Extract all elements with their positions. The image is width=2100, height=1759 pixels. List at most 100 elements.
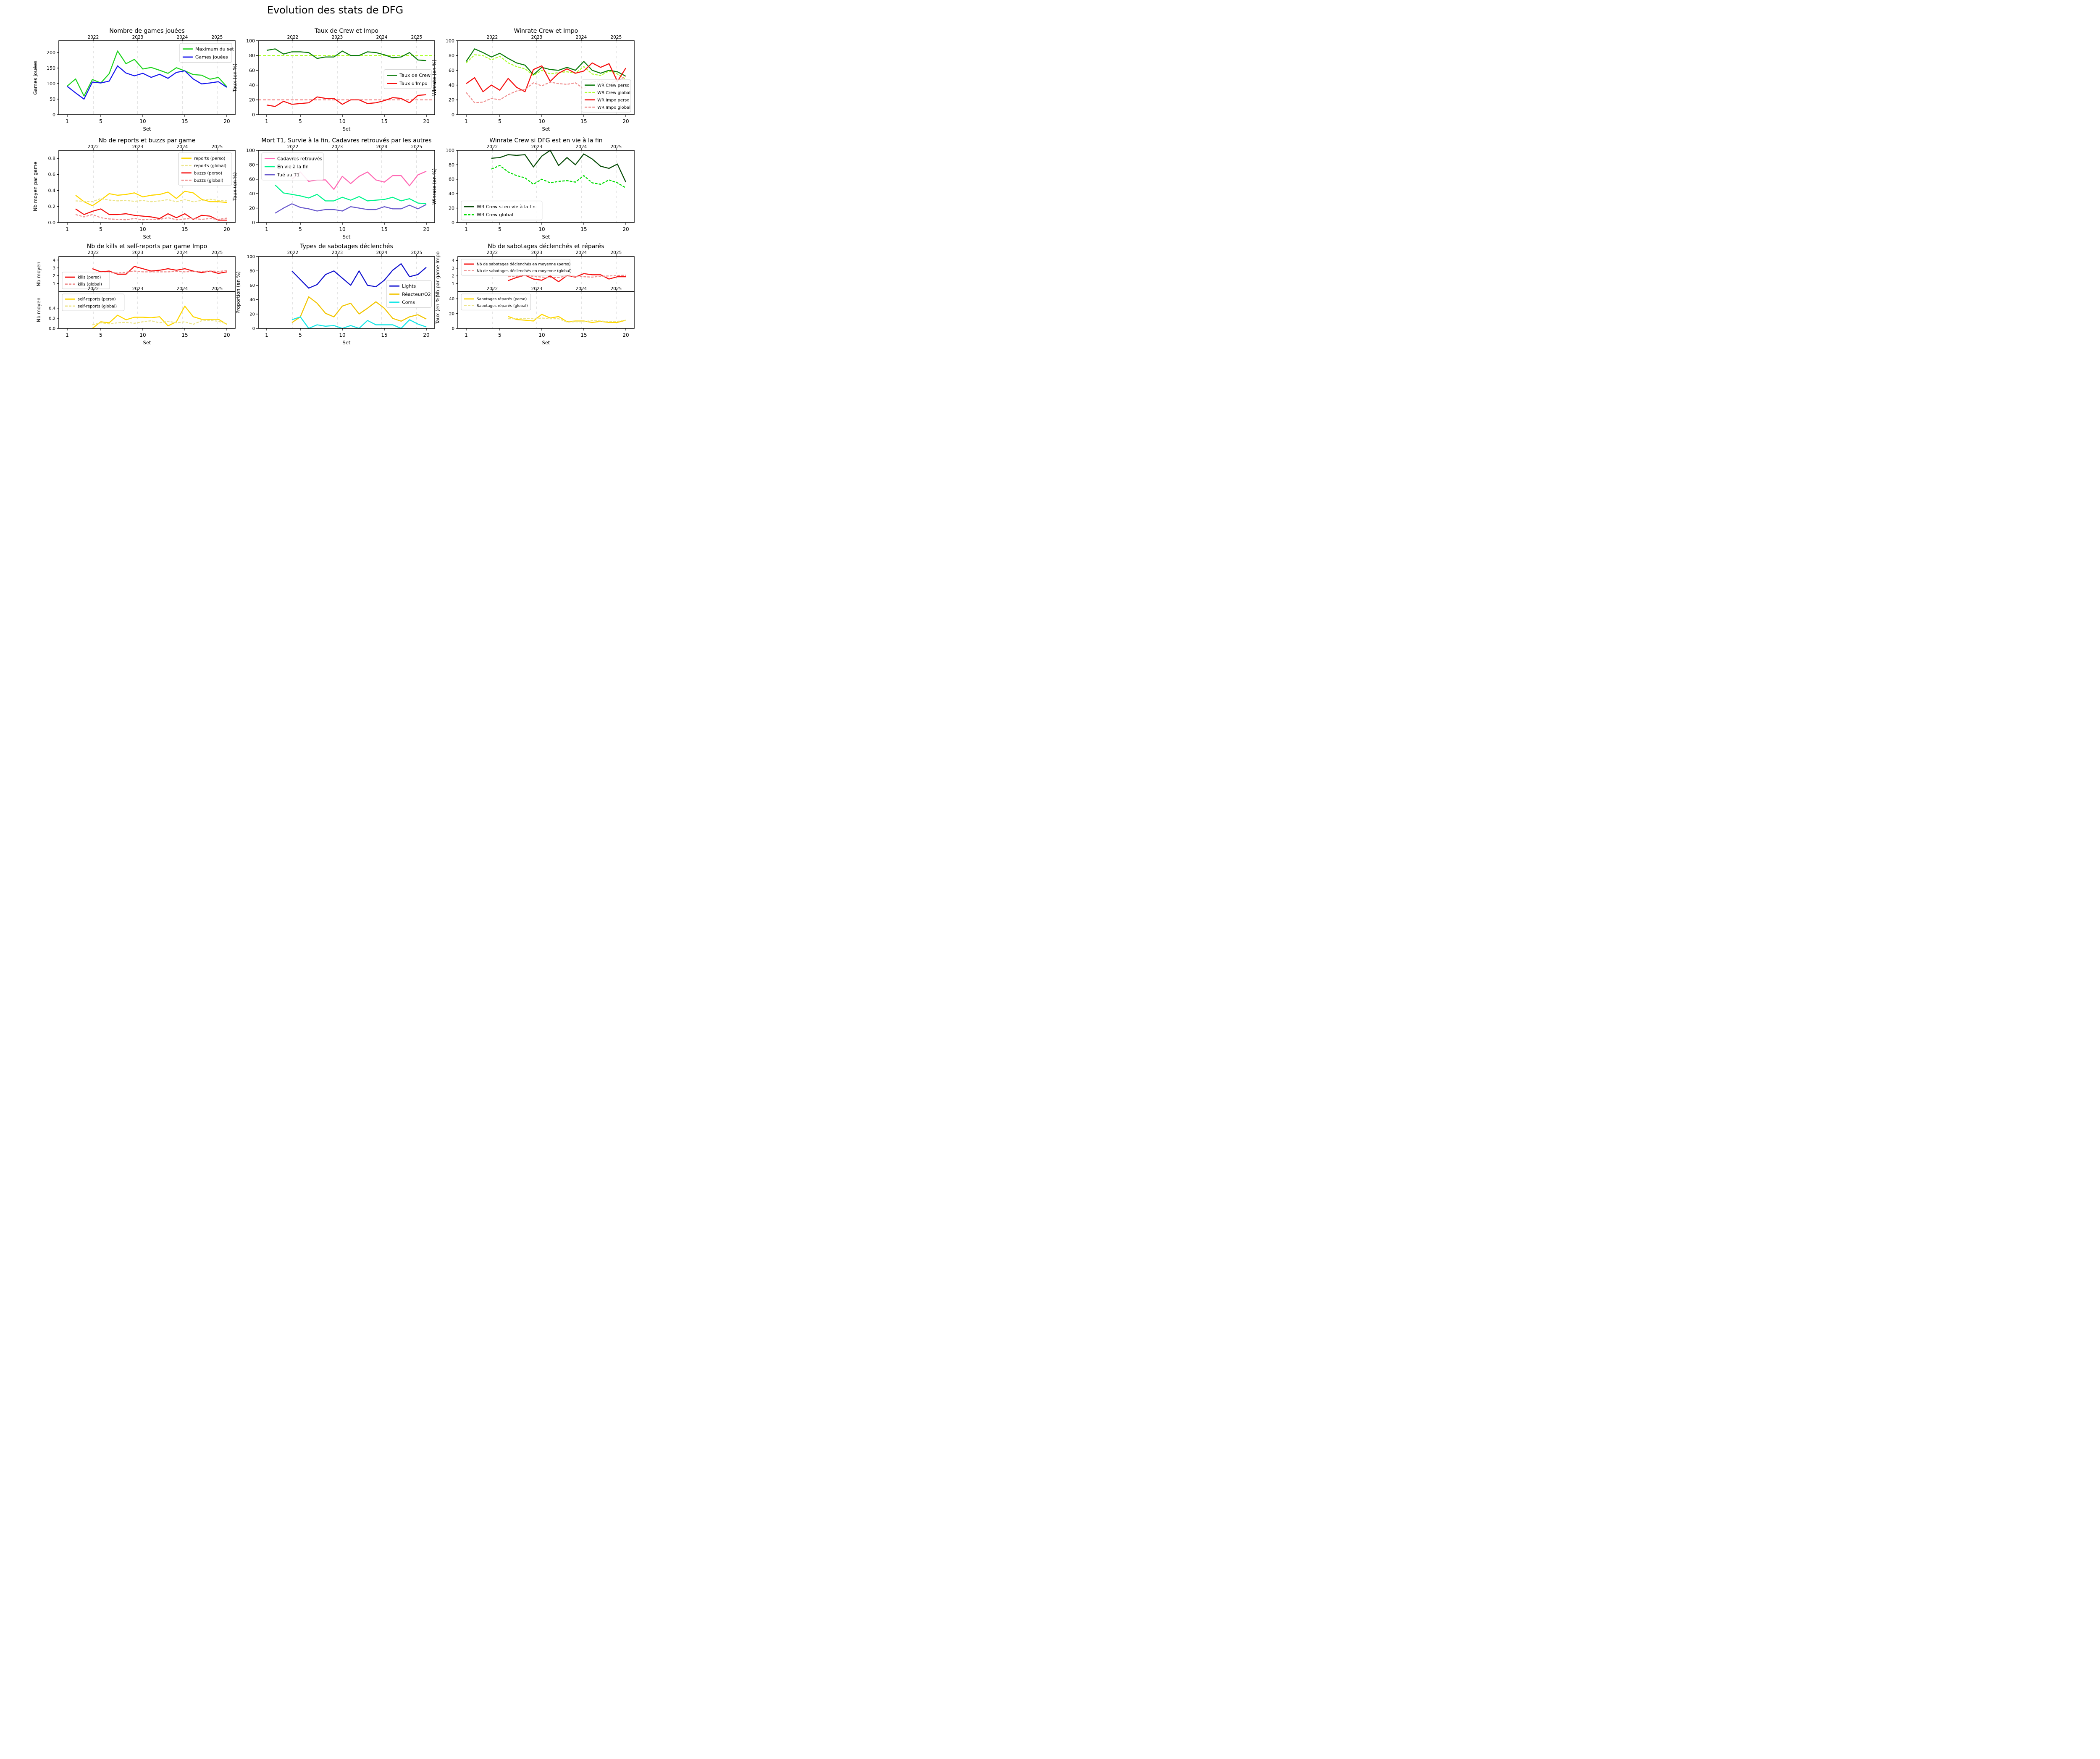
x-tick-label: 15 bbox=[580, 118, 587, 124]
year-label: 2022 bbox=[487, 35, 498, 40]
x-tick-label: 5 bbox=[299, 118, 302, 124]
x-tick-label: 5 bbox=[498, 226, 501, 232]
legend: WR Crew perso WR Crew global WR Impo perso… bbox=[581, 79, 631, 113]
legend-label-coms: Coms bbox=[402, 300, 415, 305]
legend-label-games-jou-es: Games jouées bbox=[195, 55, 228, 60]
y-tick-label: 0 bbox=[452, 327, 454, 331]
x-tick-label: 20 bbox=[423, 118, 429, 124]
figure-title: Evolution des stats de DFG bbox=[267, 4, 404, 16]
x-tick-label: 1 bbox=[465, 118, 468, 124]
y-tick-label: 2 bbox=[53, 274, 55, 278]
legend: Taux de Crew Taux d'Impo bbox=[383, 69, 432, 89]
legend-label-sabotages-r-par-s-global: Sabotages réparés (global) bbox=[477, 304, 528, 308]
y-tick-label: 100 bbox=[446, 148, 454, 153]
legend-label-wr-crew-perso: WR Crew perso bbox=[597, 83, 629, 88]
legend-label-wr-crew-global: WR Crew global bbox=[477, 212, 513, 218]
year-label: 2024 bbox=[376, 144, 388, 149]
y-tick-label: 150 bbox=[47, 66, 55, 71]
x-tick-label: 10 bbox=[538, 332, 545, 338]
y-tick-label: 60 bbox=[249, 283, 255, 288]
y-tick-label: 60 bbox=[449, 68, 454, 73]
x-axis-label: Set bbox=[343, 234, 351, 240]
x-axis-label: Set bbox=[542, 126, 550, 132]
legend-label-sabotages-r-par-s-perso: Sabotages réparés (perso) bbox=[477, 297, 527, 301]
year-label-mid: 2022 bbox=[487, 286, 498, 291]
x-tick-label: 5 bbox=[99, 226, 102, 232]
year-label: 2023 bbox=[531, 250, 543, 255]
x-tick-label: 20 bbox=[622, 332, 629, 338]
x-tick-label: 20 bbox=[423, 226, 429, 232]
y-tick-label: 1 bbox=[53, 282, 55, 286]
year-label: 2023 bbox=[132, 250, 144, 255]
y-tick-label: 40 bbox=[249, 82, 255, 88]
y-tick-label: 3 bbox=[53, 266, 55, 271]
y-tick-label: 20 bbox=[449, 312, 454, 316]
plot-frame bbox=[58, 150, 236, 223]
x-tick-label: 10 bbox=[339, 332, 345, 338]
y-tick-label: 0 bbox=[52, 112, 55, 118]
subplot: 1 2 3 4 Nb moyen kills (perso) kills (global) bbox=[36, 254, 236, 292]
x-tick-label: 20 bbox=[223, 332, 230, 338]
figure: Evolution des stats de DFG Nombre de gam… bbox=[0, 0, 670, 352]
legend-label-wr-impo-perso: WR Impo perso bbox=[597, 98, 629, 102]
year-label: 2024 bbox=[376, 35, 388, 40]
year-label-mid: 2024 bbox=[177, 286, 188, 291]
y-tick-label: 20 bbox=[449, 97, 454, 103]
y-tick-label: 100 bbox=[246, 38, 255, 44]
x-tick-label: 20 bbox=[622, 118, 629, 124]
legend-label-buzzs-global: buzzs (global) bbox=[194, 178, 223, 183]
year-label: 2024 bbox=[177, 35, 188, 40]
series-wr-impo-perso bbox=[466, 62, 627, 92]
y-tick-label: 2 bbox=[452, 274, 454, 279]
y-tick-label: 0 bbox=[252, 220, 255, 225]
y-tick-label: 80 bbox=[249, 53, 255, 58]
chart-title: Winrate Crew et Impo bbox=[514, 28, 578, 34]
y-tick-label: 40 bbox=[449, 82, 454, 88]
series-wr-crew-global bbox=[466, 54, 626, 80]
series-reports-perso bbox=[75, 191, 227, 207]
year-label: 2023 bbox=[332, 144, 343, 149]
x-tick-label: 5 bbox=[498, 332, 501, 338]
x-tick-label: 15 bbox=[381, 332, 387, 338]
y-axis-label: Nb moyen bbox=[36, 262, 42, 286]
plot-frame bbox=[457, 150, 635, 223]
legend-label-en-vie-la-fin: En vie à la fin bbox=[277, 164, 309, 170]
y-axis-label: Nb moyen par game bbox=[32, 162, 38, 211]
series-r-acteur-o2 bbox=[291, 296, 427, 323]
x-tick-label: 5 bbox=[99, 332, 102, 338]
year-label: 2022 bbox=[287, 250, 299, 255]
y-tick-label: 60 bbox=[449, 177, 454, 182]
legend: WR Crew si en vie à la fin WR Crew global bbox=[461, 200, 543, 220]
x-axis-label: Set bbox=[343, 126, 351, 132]
legend-label-tu-au-t1: Tué au T1 bbox=[277, 172, 299, 178]
x-tick-label: 15 bbox=[580, 332, 587, 338]
x-tick-label: 1 bbox=[66, 332, 69, 338]
series-cadavres-retrouv-s bbox=[291, 170, 427, 190]
chart-title: Nombre de games jouées bbox=[109, 28, 184, 34]
x-axis-label: Set bbox=[143, 126, 151, 132]
y-tick-label: 20 bbox=[249, 97, 255, 103]
year-label: 2022 bbox=[88, 144, 99, 149]
y-tick-label: 4 bbox=[452, 259, 454, 263]
legend-label-kills-perso: kills (perso) bbox=[78, 275, 101, 280]
series-sabotages-r-par-s-global bbox=[508, 317, 626, 323]
x-tick-label: 1 bbox=[66, 226, 69, 232]
y-tick-label: 0.4 bbox=[49, 306, 55, 311]
chart-kills-selfreports: Nb de kills et self-reports par game Imp… bbox=[36, 243, 236, 346]
y-axis-label: Nb par game Impo bbox=[435, 252, 441, 297]
x-tick-label: 5 bbox=[299, 332, 302, 338]
x-tick-label: 15 bbox=[381, 226, 387, 232]
y-tick-label: 100 bbox=[446, 38, 454, 44]
year-label: 2023 bbox=[332, 250, 343, 255]
x-tick-label: 1 bbox=[265, 226, 268, 232]
x-tick-label: 10 bbox=[339, 118, 345, 124]
y-tick-label: 60 bbox=[249, 177, 255, 182]
subplot: 1 2 3 4 Nb par game Impo Nb de sabotages décl… bbox=[435, 252, 635, 297]
year-label: 2024 bbox=[376, 250, 388, 255]
legend-label-kills-global: kills (global) bbox=[78, 282, 102, 287]
